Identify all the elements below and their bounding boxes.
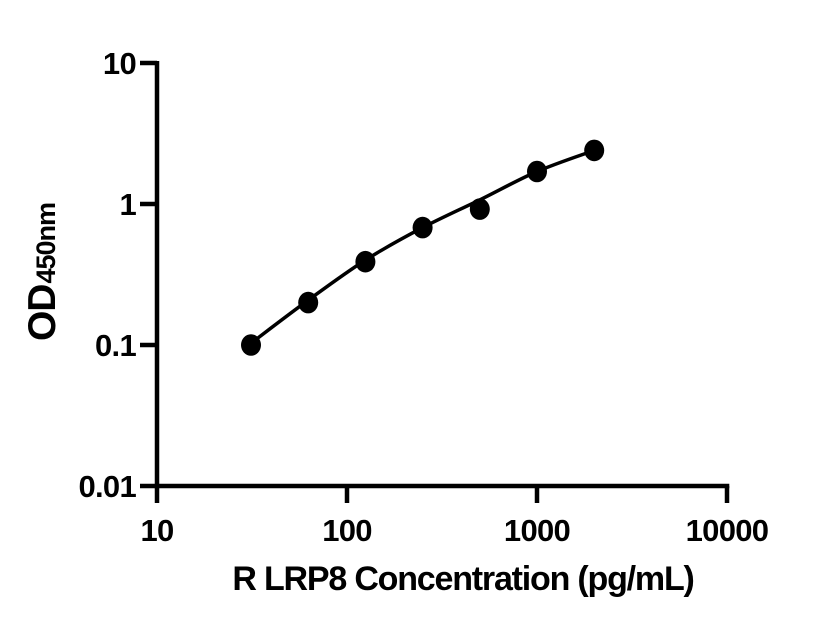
data-point xyxy=(355,250,376,273)
y-axis-title-subscript: 450nm xyxy=(31,202,61,284)
x-tick-label: 10000 xyxy=(686,513,769,548)
y-axis-title-text: OD xyxy=(21,284,64,342)
x-axis-title: R LRP8 Concentration (pg/mL) xyxy=(232,560,694,598)
x-tick-label: 100 xyxy=(322,513,372,548)
x-tick-label: 1000 xyxy=(504,513,570,548)
y-tick-label: 0.1 xyxy=(95,328,136,363)
y-tick-label: 10 xyxy=(103,46,136,81)
x-tick-label: 10 xyxy=(140,513,173,548)
y-tick-label: 1 xyxy=(119,187,136,222)
data-point xyxy=(241,334,261,356)
data-point xyxy=(527,160,547,183)
data-point xyxy=(584,139,605,162)
y-axis-title: OD 450nm xyxy=(21,122,81,422)
axis-frame xyxy=(154,61,730,489)
data-point xyxy=(298,291,319,314)
data-point xyxy=(412,216,433,239)
y-tick-label: 0.01 xyxy=(78,469,136,504)
data-point xyxy=(469,198,490,220)
